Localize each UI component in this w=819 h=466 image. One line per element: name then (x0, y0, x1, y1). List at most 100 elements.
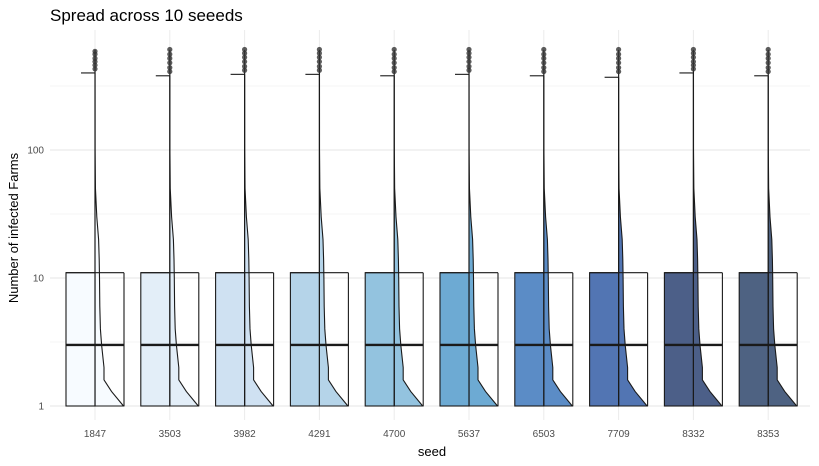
outlier-point (167, 46, 173, 53)
seed-group-5637 (439, 46, 499, 407)
outlier-point (690, 66, 697, 72)
outlier-point (242, 50, 248, 56)
outlier-point (167, 60, 173, 66)
box (663, 272, 694, 407)
outlier-point (765, 55, 771, 61)
outlier-point (167, 65, 173, 71)
outlier-point (466, 59, 472, 65)
x-tick-label: 7709 (607, 429, 630, 440)
outlier-point (690, 59, 697, 65)
outlier-point (690, 50, 697, 56)
y-axis-title: Number of infected Farms (6, 152, 21, 303)
outlier-point (391, 46, 397, 53)
outlier-point (466, 50, 472, 56)
outlier-point (391, 60, 397, 66)
x-tick-label: 4291 (308, 429, 331, 440)
violin-half (318, 49, 350, 407)
outlier-point (765, 60, 771, 66)
outlier-point (765, 65, 771, 71)
x-tick-label: 1847 (84, 429, 107, 440)
box (65, 272, 96, 407)
violin-half (543, 49, 574, 407)
outlier-point (616, 46, 622, 53)
outlier-point (541, 65, 547, 71)
box (514, 272, 545, 407)
seed-group-7709 (589, 46, 649, 407)
outlier-point (690, 54, 697, 60)
violin-half (94, 49, 125, 407)
outlier-point (316, 59, 322, 65)
x-tick-label: 3503 (159, 429, 182, 440)
outlier-point (242, 59, 248, 65)
outlier-point (541, 55, 547, 61)
outlier-point (92, 48, 98, 54)
box (738, 272, 769, 407)
violin-half (244, 49, 275, 407)
outlier-point (616, 60, 622, 66)
outlier-point (316, 46, 322, 53)
outlier-point (541, 60, 547, 66)
violin-half (393, 49, 424, 407)
x-tick-label: 8353 (757, 429, 780, 440)
outlier-point (765, 68, 771, 75)
chart-title: Spread across 10 seeeds (50, 6, 243, 25)
box (364, 272, 395, 407)
seed-group-8353 (738, 46, 798, 407)
outlier-point (167, 68, 173, 75)
violin-half (692, 49, 724, 407)
outlier-point (391, 65, 397, 71)
violin-half (767, 49, 798, 407)
outlier-point (391, 51, 397, 57)
x-tick-label: 3982 (233, 429, 256, 440)
outlier-point (541, 46, 547, 53)
outlier-point (316, 63, 322, 69)
outlier-point (541, 51, 547, 57)
seed-group-6503 (514, 46, 574, 407)
box (589, 272, 620, 407)
outlier-point (167, 51, 173, 57)
seed-group-3982 (215, 46, 275, 407)
outlier-point (466, 63, 472, 69)
outlier-point (242, 46, 248, 53)
outlier-point (391, 55, 397, 61)
outlier-point (316, 67, 322, 73)
outlier-point (242, 63, 248, 69)
outlier-point (316, 50, 322, 56)
plot-area (65, 46, 798, 407)
seed-group-1847 (65, 48, 125, 407)
outlier-point (616, 65, 622, 71)
outlier-point (316, 54, 322, 60)
seed-group-4700 (364, 46, 424, 407)
x-axis-ticks: 1847 3503 3982 4291 4700 5637 6503 7709 8332 8353 (84, 429, 780, 440)
violin-half (618, 49, 649, 407)
outlier-point (541, 68, 547, 75)
box (140, 272, 171, 407)
x-tick-label: 6503 (533, 429, 556, 440)
outlier-point (466, 46, 472, 53)
outlier-point (765, 46, 771, 53)
outlier-point (616, 55, 622, 61)
outlier-point (616, 68, 622, 75)
x-tick-label: 8332 (682, 429, 705, 440)
violin-half (468, 49, 499, 407)
x-axis-title: seed (418, 444, 446, 459)
outlier-point (92, 66, 98, 72)
outlier-point (616, 51, 622, 57)
y-axis-ticks: 1 10 100 (27, 146, 44, 413)
x-tick-label: 5637 (458, 429, 481, 440)
outlier-point (765, 51, 771, 57)
outlier-point (242, 67, 248, 73)
outlier-point (690, 46, 697, 53)
seed-group-4291 (289, 46, 350, 407)
outlier-point (167, 55, 173, 61)
y-tick-label: 10 (33, 274, 45, 285)
outlier-point (466, 54, 472, 60)
x-tick-label: 4700 (383, 429, 406, 440)
seed-group-8332 (663, 46, 724, 407)
violin-half (169, 49, 200, 407)
outlier-point (391, 68, 397, 75)
outlier-point (466, 67, 472, 73)
outlier-point (242, 54, 248, 60)
seed-group-3503 (140, 46, 200, 407)
